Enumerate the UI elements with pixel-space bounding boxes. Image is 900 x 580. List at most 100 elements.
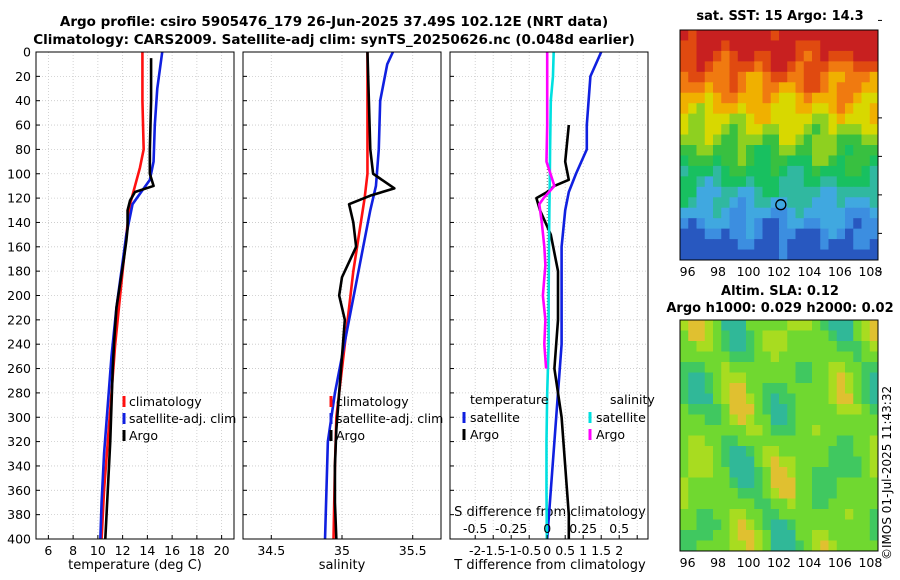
map-cell — [820, 103, 829, 115]
map-cell — [737, 351, 747, 363]
x-tick-label: 1 — [579, 543, 587, 558]
map-cell — [820, 530, 829, 541]
map-cell — [861, 446, 871, 457]
map-cell — [770, 103, 780, 115]
map-cell — [779, 239, 788, 251]
map-cell — [861, 40, 871, 52]
map-cell — [729, 30, 739, 41]
map-cell — [820, 61, 829, 73]
map-cell — [861, 414, 871, 426]
y-tick-label: 20 — [15, 69, 31, 84]
map-cell — [688, 71, 697, 83]
map-cell — [869, 330, 879, 342]
map-cell — [812, 414, 821, 426]
x-tick-label: 12 — [115, 543, 131, 558]
map-cell — [680, 540, 689, 552]
map-cell — [680, 228, 689, 240]
map-cell — [779, 228, 788, 240]
map-cell — [869, 393, 879, 405]
map-cell — [713, 92, 722, 104]
map-cell — [787, 372, 796, 384]
x-tick-label: 35 — [334, 543, 350, 558]
map-cell — [746, 207, 755, 219]
x-tick-label: 1.5 — [591, 543, 611, 558]
map-cell — [696, 134, 706, 146]
map-cell — [721, 404, 730, 415]
map-cell — [845, 351, 854, 363]
map-cell — [746, 40, 755, 52]
map-cell — [704, 40, 714, 52]
title-line-2: Climatology: CARS2009. Satellite-adj cli… — [33, 32, 635, 48]
map-cell — [770, 467, 780, 478]
map-x-tick-label: 102 — [767, 264, 791, 279]
map-cell — [812, 61, 821, 73]
map-cell — [704, 249, 714, 261]
map-cell — [721, 393, 730, 405]
map-cell — [746, 477, 755, 489]
map-cell — [704, 467, 714, 478]
map-cell — [680, 519, 689, 531]
map-cell — [729, 488, 739, 499]
map-cell — [696, 425, 706, 436]
map-cell — [729, 61, 739, 73]
map-cell — [803, 414, 813, 426]
map-cell — [812, 372, 821, 384]
x2-tick-label: 0.5 — [609, 521, 629, 536]
map-cell — [688, 330, 697, 342]
map-cell — [812, 124, 821, 136]
map-cell — [746, 446, 755, 457]
t-difference-xlabel: T difference from climatology — [454, 558, 646, 573]
legend-heading-temperature: temperature — [470, 392, 549, 407]
map-cell — [803, 30, 813, 41]
map-cell — [713, 488, 722, 499]
map-cell — [704, 197, 714, 209]
map-cell — [803, 50, 813, 62]
map-cell — [729, 207, 739, 219]
map-x-tick-label: 108 — [858, 264, 882, 279]
map-cell — [787, 92, 796, 104]
map-cell — [704, 103, 714, 115]
map-cell — [704, 519, 714, 531]
map-cell — [779, 30, 788, 41]
x-tick-label: -1 — [505, 543, 517, 558]
map-cell — [853, 134, 862, 146]
map-cell — [704, 446, 714, 457]
legend-heading-salinity: salinity — [610, 392, 655, 407]
map-cell — [713, 134, 722, 146]
map-cell — [853, 393, 862, 405]
map-cell — [820, 446, 829, 457]
map-cell — [795, 71, 805, 83]
map-cell — [762, 207, 772, 219]
map-cell — [820, 239, 829, 251]
map-cell — [696, 404, 706, 415]
map-cell — [737, 197, 747, 209]
map-cell — [836, 134, 846, 146]
map-cell — [779, 113, 788, 125]
map-cell — [869, 124, 879, 136]
y-tick-label: 360 — [7, 483, 31, 498]
map-cell — [828, 320, 838, 331]
map-cell — [787, 509, 796, 520]
map-cell — [820, 372, 829, 384]
map-cell — [836, 425, 846, 436]
map-cell — [803, 456, 813, 468]
map-cell — [688, 134, 697, 146]
map-cell — [861, 50, 871, 62]
map-cell — [721, 82, 730, 94]
map-cell — [795, 113, 805, 125]
map-cell — [861, 393, 871, 405]
map-cell — [713, 103, 722, 115]
map-cell — [721, 383, 730, 394]
panel-salinity: 34.5 35 35.5 climatology satellite-adj. clim… — [242, 51, 443, 558]
map-cell — [803, 498, 813, 510]
map-cell — [861, 425, 871, 436]
map-cell — [779, 207, 788, 219]
map-cell — [803, 330, 813, 342]
map-cell — [787, 61, 796, 73]
map-cell — [787, 113, 796, 125]
map-cell — [869, 176, 879, 188]
map-cell — [869, 383, 879, 394]
map-cell — [795, 320, 805, 331]
map-cell — [688, 456, 697, 468]
map-cell — [770, 186, 780, 198]
